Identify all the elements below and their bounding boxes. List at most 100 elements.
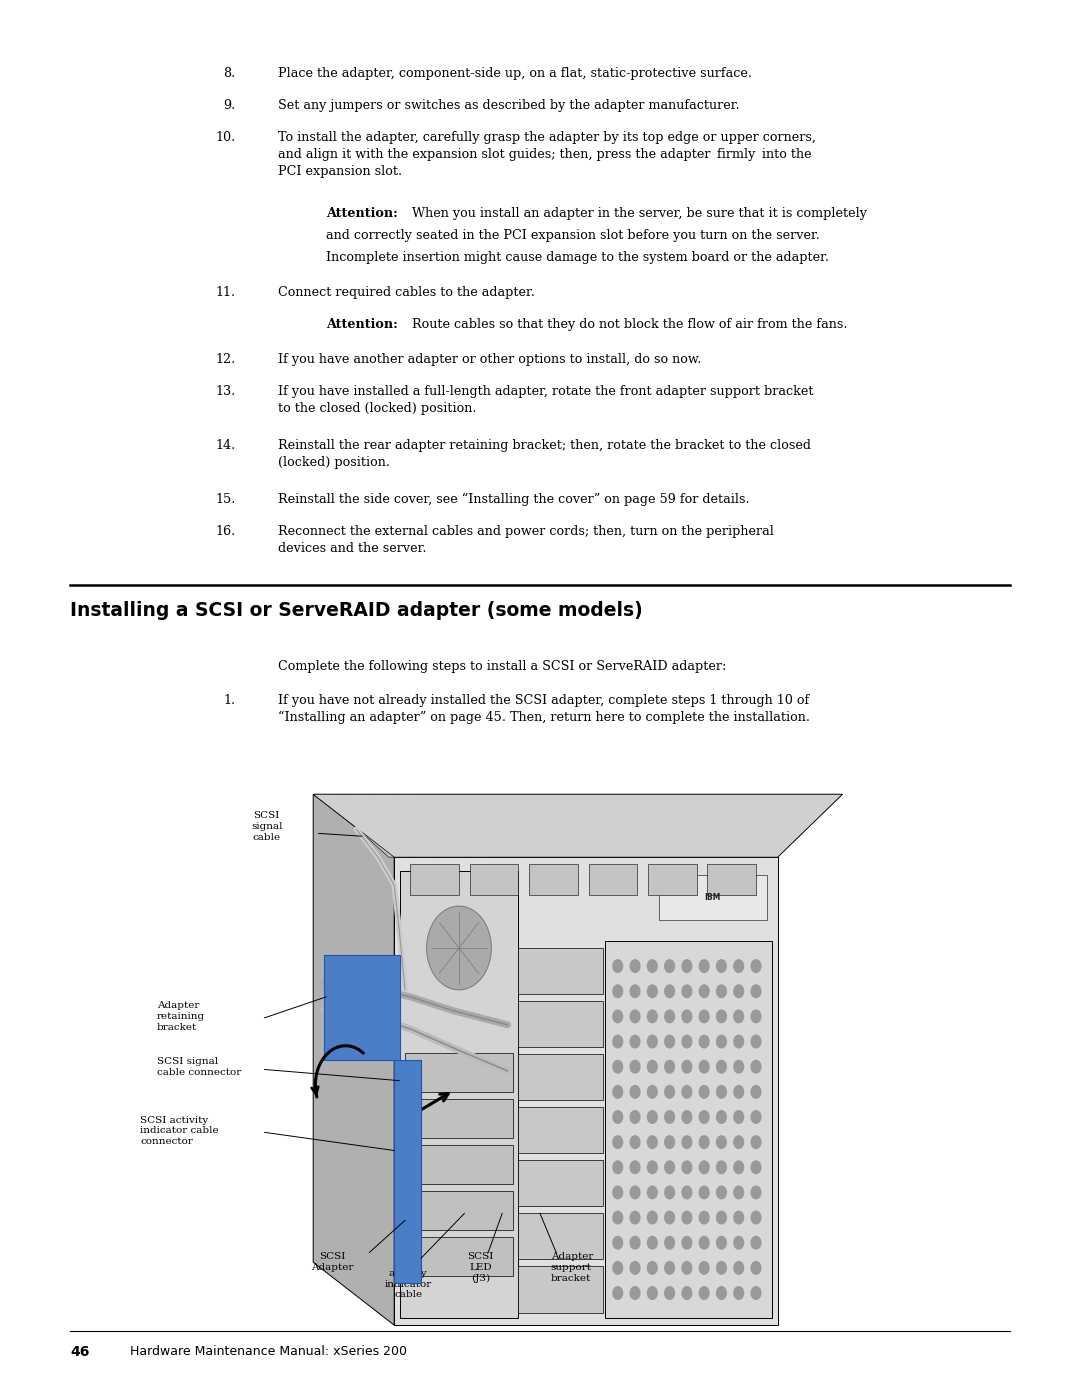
Circle shape [734, 1111, 744, 1123]
Circle shape [734, 1161, 744, 1173]
Circle shape [613, 985, 623, 997]
Circle shape [631, 1261, 640, 1274]
Circle shape [631, 1161, 640, 1173]
Text: Attention:: Attention: [326, 319, 397, 331]
Text: If you have another adapter or other options to install, do so now.: If you have another adapter or other opt… [278, 353, 701, 366]
Circle shape [613, 1111, 623, 1123]
Text: Incomplete insertion might cause damage to the system board or the adapter.: Incomplete insertion might cause damage … [326, 250, 829, 264]
Circle shape [665, 1211, 675, 1224]
Circle shape [613, 1186, 623, 1199]
Polygon shape [400, 872, 518, 1319]
Circle shape [631, 960, 640, 972]
Polygon shape [394, 1060, 421, 1284]
Circle shape [752, 1136, 761, 1148]
Circle shape [648, 985, 657, 997]
Circle shape [631, 1010, 640, 1023]
Circle shape [631, 1236, 640, 1249]
Text: 13.: 13. [215, 386, 235, 398]
Polygon shape [313, 795, 842, 858]
Text: 12.: 12. [215, 353, 235, 366]
Text: Set any jumpers or switches as described by the adapter manufacturer.: Set any jumpers or switches as described… [278, 99, 739, 112]
Circle shape [717, 1060, 727, 1073]
Text: 10.: 10. [215, 131, 235, 144]
Circle shape [683, 1060, 692, 1073]
Circle shape [613, 1136, 623, 1148]
Text: To install the adapter, carefully grasp the adapter by its top edge or upper cor: To install the adapter, carefully grasp … [278, 131, 815, 177]
Circle shape [717, 1010, 727, 1023]
Circle shape [752, 1211, 761, 1224]
Circle shape [648, 1060, 657, 1073]
Circle shape [665, 1186, 675, 1199]
Circle shape [665, 1236, 675, 1249]
Text: and correctly seated in the PCI expansion slot before you turn on the server.: and correctly seated in the PCI expansio… [326, 229, 820, 242]
Circle shape [683, 985, 692, 997]
Circle shape [700, 1085, 710, 1098]
Circle shape [752, 1060, 761, 1073]
Circle shape [700, 1236, 710, 1249]
Polygon shape [400, 795, 489, 858]
Polygon shape [659, 876, 767, 921]
Circle shape [734, 1060, 744, 1073]
Circle shape [665, 1035, 675, 1048]
Circle shape [631, 1186, 640, 1199]
Circle shape [648, 1287, 657, 1299]
Circle shape [648, 960, 657, 972]
Circle shape [648, 1085, 657, 1098]
Circle shape [665, 1161, 675, 1173]
Polygon shape [405, 1238, 513, 1277]
Text: If you have not already installed the SCSI adapter, complete steps 1 through 10 : If you have not already installed the SC… [278, 694, 810, 724]
Circle shape [700, 1211, 710, 1224]
Circle shape [683, 1111, 692, 1123]
Circle shape [613, 1085, 623, 1098]
Circle shape [631, 1211, 640, 1224]
Circle shape [631, 1287, 640, 1299]
Circle shape [700, 1111, 710, 1123]
Circle shape [734, 1085, 744, 1098]
Circle shape [648, 1035, 657, 1048]
Polygon shape [313, 795, 394, 1326]
Circle shape [613, 1236, 623, 1249]
Text: Reinstall the side cover, see “Installing the cover” on page 59 for details.: Reinstall the side cover, see “Installin… [278, 493, 750, 506]
Polygon shape [405, 1053, 513, 1092]
Text: Route cables so that they do not block the flow of air from the fans.: Route cables so that they do not block t… [404, 319, 848, 331]
Circle shape [734, 1211, 744, 1224]
Circle shape [752, 1236, 761, 1249]
Polygon shape [394, 858, 778, 1326]
Text: 46: 46 [70, 1345, 90, 1359]
Polygon shape [648, 865, 697, 895]
Circle shape [734, 1261, 744, 1274]
Polygon shape [470, 865, 518, 895]
Circle shape [700, 1287, 710, 1299]
Text: 16.: 16. [215, 525, 235, 538]
Circle shape [752, 1085, 761, 1098]
Circle shape [665, 1111, 675, 1123]
Polygon shape [605, 942, 772, 1319]
Polygon shape [518, 949, 603, 995]
Circle shape [683, 1085, 692, 1098]
Circle shape [700, 1010, 710, 1023]
Circle shape [700, 985, 710, 997]
Polygon shape [518, 1267, 603, 1313]
Circle shape [683, 1236, 692, 1249]
Circle shape [683, 1287, 692, 1299]
Text: Reinstall the rear adapter retaining bracket; then, rotate the bracket to the cl: Reinstall the rear adapter retaining bra… [278, 439, 811, 469]
Polygon shape [324, 956, 400, 1060]
Circle shape [631, 985, 640, 997]
Circle shape [631, 1035, 640, 1048]
Circle shape [648, 1186, 657, 1199]
Circle shape [665, 1261, 675, 1274]
Circle shape [700, 1136, 710, 1148]
Text: Reconnect the external cables and power cords; then, turn on the peripheral
devi: Reconnect the external cables and power … [278, 525, 773, 555]
Text: Connect required cables to the adapter.: Connect required cables to the adapter. [278, 285, 535, 299]
Circle shape [752, 1161, 761, 1173]
Text: Installing a SCSI or ServeRAID adapter (some models): Installing a SCSI or ServeRAID adapter (… [70, 601, 643, 620]
Circle shape [665, 985, 675, 997]
Circle shape [613, 1060, 623, 1073]
Circle shape [717, 1186, 727, 1199]
Circle shape [683, 1161, 692, 1173]
Circle shape [700, 1035, 710, 1048]
Polygon shape [707, 865, 756, 895]
Text: Complete the following steps to install a SCSI or ServeRAID adapter:: Complete the following steps to install … [278, 659, 726, 673]
Circle shape [734, 960, 744, 972]
Circle shape [648, 1111, 657, 1123]
